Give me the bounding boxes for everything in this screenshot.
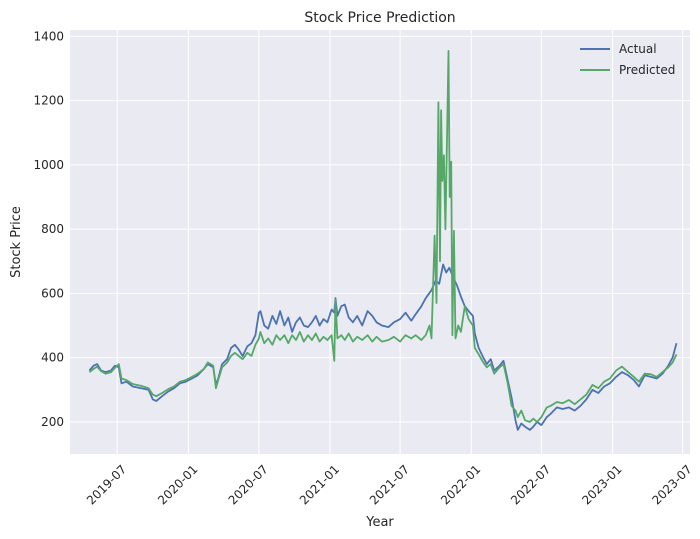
legend-label-predicted: Predicted — [619, 63, 675, 77]
grid-lines — [70, 30, 690, 454]
series-line-predicted — [88, 50, 678, 423]
x-tick-label: 2023-01 — [579, 462, 624, 507]
chart-title: Stock Price Prediction — [304, 10, 455, 26]
x-tick-label: 2021-01 — [297, 462, 342, 507]
series-layer — [88, 50, 678, 431]
legend-label-actual: Actual — [619, 42, 657, 56]
plot-area — [70, 30, 690, 454]
x-tick-label: 2019-07 — [84, 462, 129, 507]
y-tick-label: 1400 — [33, 29, 64, 43]
y-tick-label: 800 — [41, 222, 64, 236]
legend: Actual Predicted — [580, 42, 675, 77]
x-tick-label: 2023-07 — [649, 462, 694, 507]
y-tick-label: 1000 — [33, 158, 64, 172]
y-tick-label: 1200 — [33, 94, 64, 108]
x-tick-label: 2020-07 — [226, 462, 271, 507]
x-axis-title: Year — [365, 515, 394, 530]
x-tick-label: 2021-07 — [367, 462, 412, 507]
x-tick-labels: 2019-07 2020-01 2020-07 2021-01 2021-07 2022-… — [84, 462, 695, 507]
x-tick-label: 2022-01 — [438, 462, 483, 507]
y-tick-labels: 200 400 600 800 1000 1200 1400 — [33, 29, 64, 428]
x-tick-label: 2022-07 — [508, 462, 553, 507]
x-tick-label: 2020-01 — [155, 462, 200, 507]
y-axis-title: Stock Price — [9, 206, 24, 278]
y-tick-label: 200 — [41, 415, 64, 429]
y-tick-label: 400 — [41, 351, 64, 365]
y-tick-label: 600 — [41, 286, 64, 300]
